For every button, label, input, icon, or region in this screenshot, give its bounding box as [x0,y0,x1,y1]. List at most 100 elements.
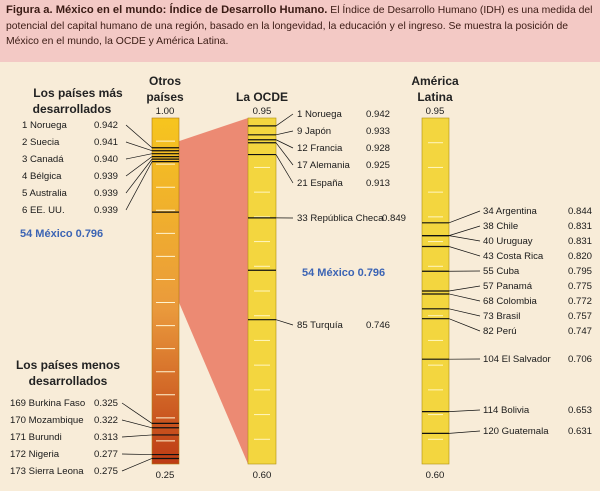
others-header-line2: países [146,90,184,104]
world-value-noruega: 0.942 [94,120,118,131]
zoom-band [179,118,248,464]
latam-header-line2: Latina [417,90,453,104]
latam-value-panama: 0.775 [568,281,592,292]
leader-ee-uu [125,161,153,211]
latam-value-guatemala: 0.631 [568,426,592,437]
world-label-mozambique: 170 Mozambique [10,415,84,426]
latam-label-colombia: 68 Colombia [483,296,538,307]
oecd-leader-japon [275,130,294,136]
world-label-burundi: 171 Burundi [10,432,62,443]
world-value-belgica: 0.939 [94,171,118,182]
world-label-australia: 5 Australia [22,188,67,199]
world-value-canada: 0.940 [94,154,118,165]
oecd-bottom-label: 0.60 [253,470,272,481]
latam-label-cuba: 55 Cuba [483,266,520,277]
leader-burundi [121,434,153,438]
world-value-burkina-faso: 0.325 [94,398,118,409]
oecd-label-mexico: 54 México 0.796 [302,267,385,279]
leader-belgica [125,156,153,177]
oecd-leader-francia [275,139,294,149]
world-value-australia: 0.939 [94,188,118,199]
latam-value-chile: 0.831 [568,221,592,232]
figure-caption: Figura a. México en el mundo: Índice de … [0,0,600,62]
latam-leader-argentina [448,210,481,224]
world-label-canada: 3 Canadá [22,154,64,165]
oecd-leader-turquia [275,319,294,326]
oecd-value-republica-checa: 0.849 [382,213,406,224]
leader-burkina-faso [121,402,153,424]
latam-leader-colombia [448,293,481,302]
oecd-label-japon: 9 Japón [297,126,331,137]
oecd-label-francia: 12 Francia [297,143,343,154]
latam-leader-chile [448,225,481,236]
latam-leader-guatemala [448,430,481,434]
latam-value-costa-rica: 0.820 [568,251,592,262]
latam-label-brasil: 73 Brasil [483,311,520,322]
oecd-value-turquia: 0.746 [366,320,390,331]
latam-label-uruguay: 40 Uruguay [483,236,533,247]
oecd-leader-noruega [275,113,294,127]
developed-header-line2: desarrollados [33,102,112,116]
others-header-line1: Otros [149,74,181,88]
developed-header-line1: Los países más [33,86,123,100]
world-bar [151,117,180,465]
oecd-header: La OCDE [236,90,288,104]
world-label-mexico: 54 México 0.796 [20,228,103,240]
oecd-value-alemania: 0.925 [366,160,390,171]
leader-canada [125,153,153,160]
oecd-label-espana: 21 España [297,178,344,189]
world-value-mozambique: 0.322 [94,415,118,426]
oecd-value-francia: 0.928 [366,143,390,154]
oecd-label-republica-checa: 33 República Checa [297,213,384,224]
latam-value-brasil: 0.757 [568,311,592,322]
leader-noruega [125,124,153,149]
latam-leader-brasil [448,308,481,317]
latam-value-argentina: 0.844 [568,206,593,217]
latam-label-bolivia: 114 Bolivia [483,405,530,416]
latam-value-el-salvador: 0.706 [568,354,592,365]
world-value-burundi: 0.313 [94,432,118,443]
oecd-value-espana: 0.913 [366,178,390,189]
latam-label-costa-rica: 43 Costa Rica [483,251,544,262]
oecd-label-noruega: 1 Noruega [297,109,342,120]
latam-top-label: 0.95 [426,106,445,117]
world-value-ee-uu: 0.939 [94,205,118,216]
latam-value-peru: 0.747 [568,326,592,337]
less-developed-header-line2: desarrollados [29,374,108,388]
oecd-leader-espana [275,154,294,184]
latam-label-chile: 38 Chile [483,221,518,232]
world-label-burkina-faso: 169 Burkina Faso [10,398,85,409]
latam-label-el-salvador: 104 El Salvador [483,354,552,365]
latam-label-guatemala: 120 Guatemala [483,426,549,437]
caption-title: Figura a. México en el mundo: Índice de … [6,4,328,16]
world-top-label: 1.00 [156,106,175,117]
world-label-ee-uu: 6 EE. UU. [22,205,65,216]
leader-mozambique [121,419,153,429]
world-label-suecia: 2 Suecia [22,137,60,148]
world-label-nigeria: 172 Nigeria [10,449,60,460]
latam-value-cuba: 0.795 [568,266,592,277]
latam-header-line1: América [411,74,459,88]
latam-leader-peru [448,318,481,332]
latam-label-peru: 82 Perú [483,326,517,337]
latam-value-colombia: 0.772 [568,296,592,307]
oecd-value-japon: 0.933 [366,126,390,137]
latam-leader-costa-rica [448,246,481,257]
world-label-sierra-leona: 173 Sierra Leona [10,466,84,477]
latam-leader-uruguay [448,235,481,242]
latam-bottom-label: 0.60 [426,470,445,481]
world-bottom-label: 0.25 [156,470,175,481]
oecd-top-label: 0.95 [253,106,272,117]
world-label-noruega: 1 Noruega [22,120,67,131]
latam-value-uruguay: 0.831 [568,236,592,247]
leader-sierra-leona [121,458,153,472]
latam-label-panama: 57 Panamá [483,281,533,292]
world-value-sierra-leona: 0.275 [94,466,118,477]
leader-australia [125,158,153,194]
marks [152,125,449,460]
caption-body: El Índice de Desarrollo Humano (IDH) es … [6,5,593,47]
world-value-nigeria: 0.277 [94,449,118,460]
leader-suecia [125,141,153,152]
oecd-label-turquia: 85 Turquía [297,320,344,331]
